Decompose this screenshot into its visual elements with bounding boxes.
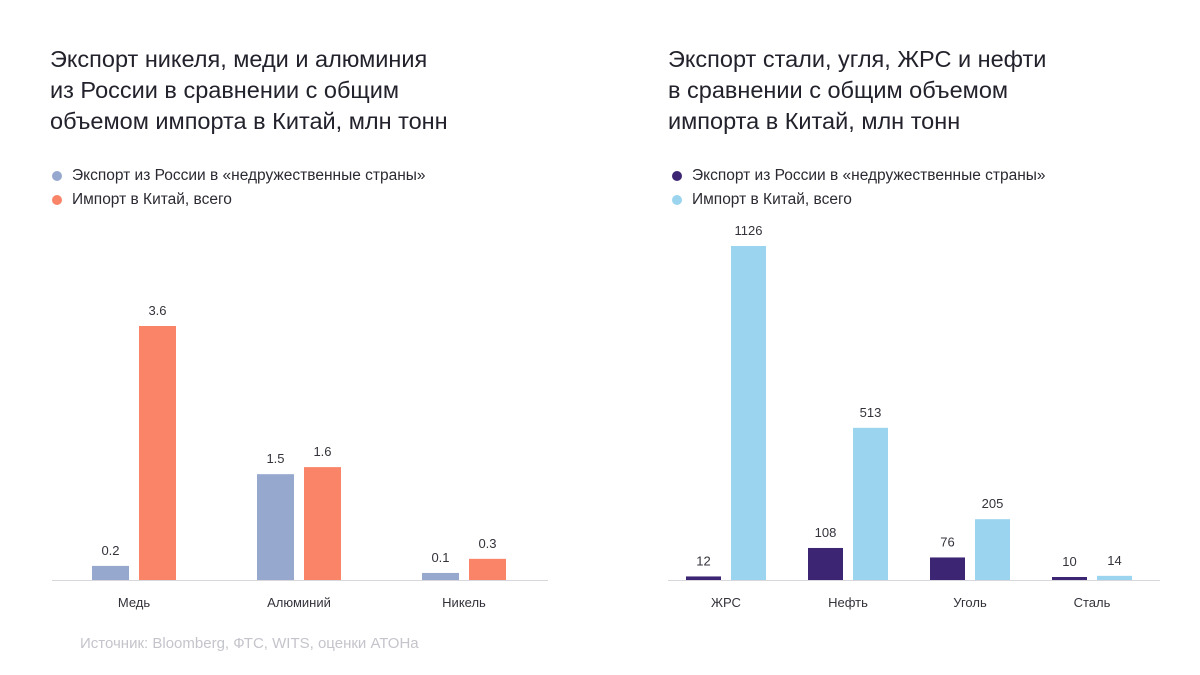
category-label: Алюминий: [267, 595, 331, 610]
bar-plot-right: 12 1126 ЖРС 108 513 Нефть 76 205 Уголь 10 14 Сталь: [668, 223, 1160, 610]
bar-import: [304, 467, 341, 580]
legend-label-export: Экспорт из России в «недружественные стр…: [72, 167, 426, 184]
legend-label-import: Импорт в Китай, всего: [692, 191, 852, 208]
legend-item-export: Экспорт из России в «недружественные стр…: [52, 164, 426, 188]
legend-swatch-export: [52, 171, 62, 181]
category-label: Медь: [118, 595, 151, 610]
legend-label-import: Импорт в Китай, всего: [72, 191, 232, 208]
bar-import: [139, 326, 176, 580]
chart-title-right: Экспорт стали, угля, ЖРС и нефти в сравн…: [668, 44, 1128, 137]
value-label: 14: [1107, 553, 1121, 568]
bar-import: [853, 427, 888, 580]
legend-swatch-export: [672, 171, 682, 181]
bar-export: [808, 547, 843, 580]
category-label: Никель: [442, 595, 486, 610]
category-label: Сталь: [1074, 595, 1111, 610]
legend-left: Экспорт из России в «недружественные стр…: [52, 164, 426, 212]
bar-export: [257, 474, 294, 580]
chart-title-line: Экспорт никеля, меди и алюминия: [50, 46, 428, 72]
bar-export: [930, 557, 965, 580]
value-label: 76: [940, 534, 954, 549]
bar-export: [686, 576, 721, 580]
bar-import: [975, 519, 1010, 580]
bar-import: [1097, 575, 1132, 580]
legend-item-import: Импорт в Китай, всего: [52, 188, 426, 212]
source-note: Источник: Bloomberg, ФТС, WITS, оценки А…: [80, 635, 419, 652]
chart-title-line: Экспорт стали, угля, ЖРС и нефти: [668, 46, 1047, 72]
legend-swatch-import: [672, 195, 682, 205]
chart-panel-right: Экспорт стали, угля, ЖРС и нефти в сравн…: [600, 0, 1200, 675]
value-label: 1.6: [313, 444, 331, 459]
value-label: 0.2: [101, 543, 119, 558]
value-label: 12: [696, 553, 710, 568]
value-label: 0.3: [478, 536, 496, 551]
chart-title-line: импорта в Китай, млн тонн: [668, 108, 961, 134]
bar-plot-left: 0.2 3.6 Медь 1.5 1.6 Алюминий 0.1 0.3 Никель: [52, 303, 548, 610]
legend-item-import: Импорт в Китай, всего: [672, 188, 1046, 212]
bar-export: [92, 565, 129, 580]
chart-title-line: объемом импорта в Китай, млн тонн: [50, 108, 448, 134]
chart-title-line: из России в сравнении с общим: [50, 77, 400, 103]
value-label: 1126: [735, 223, 763, 238]
chart-title-left: Экспорт никеля, меди и алюминия из Росси…: [50, 44, 510, 137]
chart-panel-left: Экспорт никеля, меди и алюминия из Росси…: [50, 44, 548, 610]
category-label: Уголь: [953, 595, 987, 610]
bar-import: [731, 246, 766, 580]
legend-label-export: Экспорт из России в «недружественные стр…: [692, 167, 1046, 184]
value-label: 10: [1062, 554, 1076, 569]
legend-right: Экспорт из России в «недружественные стр…: [672, 164, 1046, 212]
bar-export: [422, 572, 459, 580]
value-label: 513: [860, 405, 882, 420]
legend-item-export: Экспорт из России в «недружественные стр…: [672, 164, 1046, 188]
category-label: ЖРС: [711, 595, 741, 610]
value-label: 1.5: [266, 451, 284, 466]
value-label: 108: [815, 525, 837, 540]
value-label: 3.6: [148, 303, 166, 318]
value-label: 205: [982, 496, 1004, 511]
bar-export: [1052, 577, 1087, 580]
value-label: 0.1: [431, 550, 449, 565]
category-label: Нефть: [828, 595, 868, 610]
bar-import: [469, 558, 506, 580]
legend-swatch-import: [52, 195, 62, 205]
chart-title-line: в сравнении с общим объемом: [668, 77, 1009, 103]
